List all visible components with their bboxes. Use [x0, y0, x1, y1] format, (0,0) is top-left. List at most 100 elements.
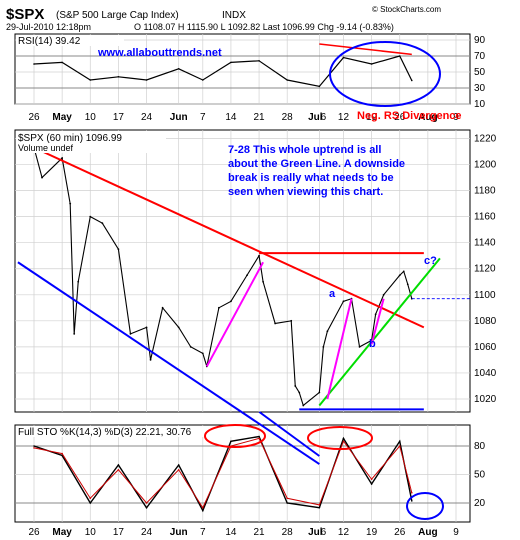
- x-tick-label-top: 7: [200, 112, 206, 123]
- sto-k-point: [230, 440, 232, 443]
- divergence-annotation: Neg. RS Divergence: [357, 110, 462, 122]
- x-tick-label-top: 28: [282, 112, 294, 123]
- x-tick-label-bottom: Jun: [170, 527, 188, 538]
- x-tick-label-bottom: 28: [282, 527, 294, 538]
- price-point: [129, 332, 132, 335]
- price-tick-label: 1220: [474, 134, 497, 145]
- rsi-tick-label: 90: [474, 35, 486, 46]
- price-label-bg: [16, 131, 166, 153]
- chart-symbol: $SPX: [6, 6, 44, 23]
- price-point: [145, 326, 148, 329]
- price-point: [61, 157, 64, 159]
- price-point: [374, 313, 377, 316]
- x-tick-label-top: 12: [338, 112, 350, 123]
- sto-k-point: [318, 506, 321, 509]
- rsi-point: [258, 60, 260, 62]
- note-line: break is really what needs to be: [228, 172, 394, 184]
- rsi-point: [145, 79, 148, 81]
- price-point: [101, 222, 104, 225]
- sto-d-point: [398, 445, 401, 447]
- rsi-point: [318, 85, 321, 88]
- price-point: [41, 176, 43, 179]
- sto-k-point: [33, 445, 35, 447]
- price-point: [398, 274, 401, 277]
- x-tick-label-bottom: 14: [225, 527, 237, 538]
- sto-overbought-circle-1: [204, 424, 266, 448]
- price-tick-label: 1020: [474, 394, 497, 405]
- price-point: [322, 345, 325, 348]
- x-tick-label-bottom: 26: [394, 527, 406, 538]
- x-tick-label-top: 6: [321, 112, 327, 123]
- sto-k-point: [258, 435, 260, 438]
- sto-k-point: [342, 437, 345, 440]
- x-tick-label-top: Jul: [308, 112, 323, 123]
- sto-oversold-circle: [406, 492, 444, 520]
- swing-line: [205, 261, 264, 367]
- price-point: [117, 248, 120, 251]
- x-tick-label-top: 26: [28, 112, 40, 123]
- sto-d-point: [33, 447, 35, 449]
- x-tick-label-bottom: 6: [321, 527, 327, 538]
- price-point: [230, 300, 232, 303]
- sto-overbought-circle-2: [307, 426, 373, 450]
- price-point: [402, 270, 405, 273]
- price-tick-label: 1180: [474, 186, 496, 197]
- rsi-point: [410, 79, 413, 82]
- chart-watermark: © StockCharts.com: [372, 5, 441, 14]
- price-point: [189, 345, 192, 348]
- x-tick-label-top: Jun: [170, 112, 188, 123]
- sto-k-point: [145, 506, 148, 509]
- sto-d-point: [117, 468, 120, 471]
- x-tick-label-bottom: 19: [366, 527, 378, 538]
- sto-k-point: [370, 483, 373, 485]
- sto-d-point: [61, 452, 63, 455]
- x-tick-label-bottom: May: [52, 527, 72, 538]
- rsi-point: [177, 68, 180, 70]
- sto-d-point: [410, 491, 413, 494]
- site-link-text: www.allabouttrends.net: [97, 47, 222, 59]
- price-tick-label: 1120: [474, 264, 496, 275]
- x-tick-label-top: 17: [113, 112, 125, 123]
- label-a: a: [329, 288, 336, 300]
- sto-d-point: [342, 440, 345, 443]
- price-point: [77, 280, 80, 283]
- rsi-label-bg: [16, 35, 124, 46]
- price-panel: [14, 129, 471, 413]
- sto-d-point: [202, 506, 204, 509]
- rsi-point: [33, 63, 35, 65]
- x-tick-label-bottom: Jul: [308, 527, 323, 538]
- rsi-point: [398, 55, 401, 57]
- sto-k-point: [398, 440, 401, 443]
- sto-d-point: [145, 502, 148, 504]
- chart-exchange: INDX: [222, 10, 246, 21]
- price-tick-label: 1100: [474, 290, 496, 301]
- price-point: [326, 330, 329, 333]
- sto-d-point: [258, 437, 260, 440]
- volume-label: Volume undef: [18, 143, 74, 153]
- price-point: [201, 352, 204, 355]
- x-tick-label-top: Aug: [418, 112, 437, 123]
- price-point: [177, 326, 180, 329]
- x-tick-label-top: 26: [394, 112, 406, 123]
- sto-k-point: [286, 502, 289, 504]
- x-tick-label-bottom: 17: [113, 527, 125, 538]
- rsi-point: [342, 56, 345, 59]
- price-point: [161, 306, 164, 309]
- x-tick-label-bottom: 9: [453, 527, 459, 538]
- price-point: [382, 293, 385, 296]
- sto-tick-label: 20: [474, 498, 486, 509]
- swing-line: [370, 298, 385, 345]
- sto-d-point: [370, 478, 373, 481]
- rsi-tick-label: 50: [474, 67, 486, 78]
- x-tick-label-top: 21: [254, 112, 266, 123]
- label-c: c?: [424, 255, 437, 267]
- sto-k-point: [202, 509, 204, 512]
- rsi-point: [286, 79, 289, 81]
- rsi-tick-label: 70: [474, 51, 486, 62]
- sto-d-point: [318, 504, 321, 506]
- price-tick-label: 1080: [474, 316, 497, 327]
- note-annotation: 7-28 This whole uptrend is all about the …: [228, 144, 405, 198]
- sto-label-bg: [16, 426, 252, 437]
- x-tick-label-bottom: 24: [141, 527, 153, 538]
